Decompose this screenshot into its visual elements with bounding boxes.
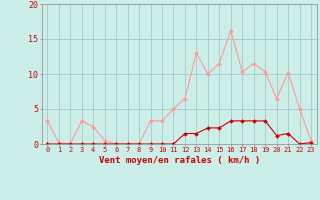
X-axis label: Vent moyen/en rafales ( km/h ): Vent moyen/en rafales ( km/h ) [99,156,260,165]
